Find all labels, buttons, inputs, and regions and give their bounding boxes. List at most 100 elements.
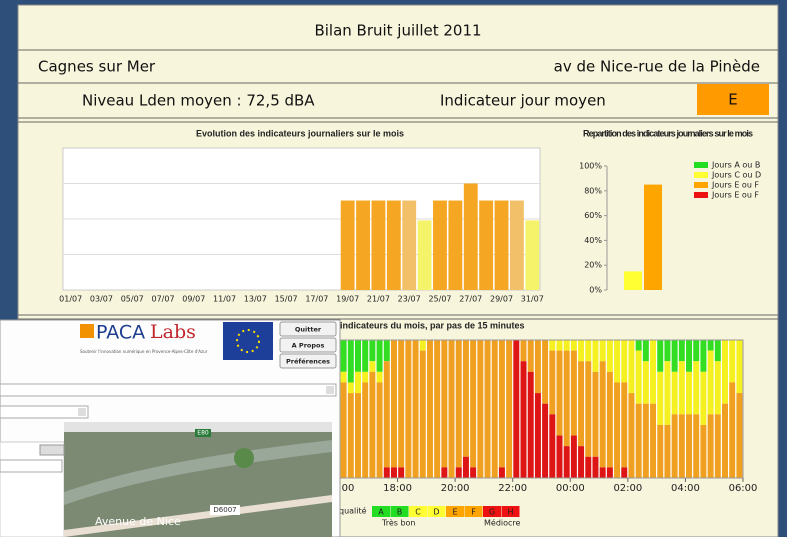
cell [477, 340, 483, 478]
x-tick-label: 13/07 [244, 295, 267, 304]
cell [729, 382, 735, 478]
bar [341, 201, 355, 290]
y-tick-label: 20% [584, 261, 602, 270]
cell [571, 340, 577, 351]
cell [348, 382, 354, 393]
x-tick-label: 02:00 [613, 483, 642, 494]
cell [571, 436, 577, 478]
x-tick-label: 29/07 [490, 295, 513, 304]
cell [521, 361, 527, 478]
report-title: Bilan Bruit juillet 2011 [314, 22, 481, 40]
x-tick-label: 22:00 [498, 483, 527, 494]
cell [377, 372, 383, 383]
button-label[interactable]: Préférences [286, 358, 330, 366]
city: Cagnes sur Mer [38, 58, 156, 76]
cell [578, 361, 584, 446]
cell [607, 467, 613, 478]
cell [348, 393, 354, 478]
cell [700, 340, 706, 372]
cell [643, 361, 649, 403]
x-tick-label: 06:00 [729, 483, 758, 494]
cell [470, 467, 476, 478]
x-tick-label: 05/07 [121, 295, 144, 304]
bar [525, 220, 539, 290]
legend-level: G [489, 508, 495, 517]
side-panel [0, 442, 64, 537]
legend-level: B [397, 508, 403, 517]
x-tick-label: 20:00 [441, 483, 470, 494]
cell [348, 340, 354, 382]
legend-swatch [694, 182, 708, 188]
button-label[interactable]: Quitter [295, 326, 322, 334]
dropdown-arrow[interactable] [78, 408, 86, 416]
cell [592, 457, 598, 478]
cell [398, 467, 404, 478]
cell [341, 340, 347, 372]
dropdown[interactable] [0, 384, 336, 396]
cell [722, 340, 728, 404]
legend-label: Jours C ou D [711, 171, 761, 180]
cell [672, 414, 678, 478]
x-tick-label: 27/07 [459, 295, 482, 304]
dropdown-arrow[interactable] [326, 386, 334, 394]
bar [372, 201, 386, 290]
legend-level: A [378, 508, 384, 517]
cell [420, 340, 426, 351]
window-controls[interactable] [40, 445, 64, 455]
cell [384, 340, 390, 361]
chart-title: Evolution des indicateurs journaliers su… [196, 128, 404, 138]
cell [722, 404, 728, 478]
cell [564, 340, 570, 351]
map-label: E80 [197, 430, 209, 437]
legend-swatch [694, 162, 708, 168]
cell [736, 393, 742, 478]
cell [693, 340, 699, 361]
indicator-label: Indicateur jour moyen [440, 92, 606, 110]
cell [636, 340, 642, 351]
legend-level: D [433, 508, 439, 517]
cell [556, 351, 562, 436]
cell [708, 351, 714, 415]
x-tick-label: 01/07 [59, 295, 82, 304]
cell [549, 340, 555, 351]
cell [650, 404, 656, 478]
cell [636, 404, 642, 478]
dropdown[interactable] [0, 460, 62, 472]
cell [700, 425, 706, 478]
cell [456, 340, 462, 467]
cell [592, 372, 598, 457]
button-label[interactable]: A Propos [292, 342, 325, 350]
cell [535, 393, 541, 478]
bar [433, 201, 447, 290]
cell [542, 340, 548, 404]
legend-swatch [694, 192, 708, 198]
legend-swatch [694, 172, 708, 178]
cell [463, 340, 469, 457]
cell [441, 467, 447, 478]
bar [356, 201, 370, 290]
cell [470, 340, 476, 467]
cell [621, 340, 627, 382]
bar [402, 201, 416, 290]
cell [413, 340, 419, 478]
cell [528, 372, 534, 478]
cell [715, 361, 721, 414]
cell [513, 340, 519, 478]
cell [607, 340, 613, 372]
legend-high: Médiocre [484, 518, 521, 528]
cell [693, 414, 699, 478]
x-tick-label: 07/07 [151, 295, 174, 304]
cell [355, 340, 361, 372]
bar [464, 184, 478, 291]
cell [542, 404, 548, 478]
location: av de Nice-rue de la Pinède [554, 58, 760, 76]
legend-label: Jours E ou F [711, 191, 759, 200]
legend-level: F [471, 508, 476, 517]
cell [391, 467, 397, 478]
map-label: D6007 [213, 506, 236, 514]
cell [614, 382, 620, 478]
dropdown[interactable] [0, 406, 88, 418]
cell [679, 361, 685, 414]
cell [600, 467, 606, 478]
cell [643, 340, 649, 361]
